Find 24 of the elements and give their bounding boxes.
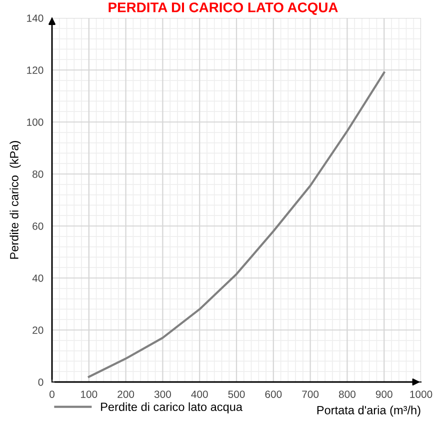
x-tick-label: 400 <box>191 390 208 398</box>
y-tick-label: 0 <box>38 378 44 386</box>
legend-label: Perdite di carico lato acqua <box>101 402 242 414</box>
y-tick-label: 40 <box>32 274 44 282</box>
y-tick-label: 120 <box>27 66 44 74</box>
x-tick-label: 700 <box>302 390 319 398</box>
x-tick-label: 0 <box>50 390 54 398</box>
x-axis-title: Portata d'aria (m³/h) <box>317 406 420 417</box>
x-tick-label: 600 <box>265 390 282 398</box>
y-tick-label: 100 <box>27 118 44 126</box>
y-tick-label: 20 <box>32 326 44 334</box>
x-tick-label: 500 <box>228 390 245 398</box>
x-tick-label: 300 <box>154 390 171 398</box>
x-tick-label: 100 <box>81 390 98 398</box>
y-tick-label: 60 <box>32 222 44 230</box>
x-tick-label: 900 <box>376 390 392 398</box>
x-tick-label: 200 <box>118 390 134 398</box>
y-tick-label: 80 <box>32 170 44 178</box>
y-axis-title: Perdite di carico (kPa) <box>10 141 21 259</box>
y-tick-label: 140 <box>27 14 44 22</box>
chart-title: PERDITA DI CARICO LATO ACQUA <box>108 2 338 15</box>
line-series <box>88 72 386 378</box>
x-tick-label: 1000 <box>410 390 432 398</box>
x-tick-label: 800 <box>338 390 356 398</box>
